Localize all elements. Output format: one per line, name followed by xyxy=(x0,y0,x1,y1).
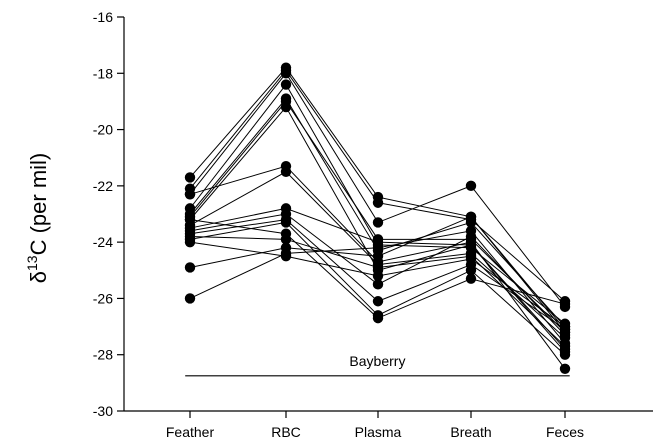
data-point xyxy=(280,217,292,228)
data-point xyxy=(372,279,384,290)
x-tick-label-breath: Breath xyxy=(450,424,491,440)
y-tick-label: -28 xyxy=(93,347,113,363)
data-point xyxy=(280,166,292,177)
y-tick-label: -18 xyxy=(93,65,113,81)
series-points xyxy=(184,62,571,374)
data-point xyxy=(372,262,384,273)
data-point xyxy=(280,68,292,79)
y-axis-label: δ13C (per mil) xyxy=(24,153,51,284)
data-point xyxy=(280,234,292,245)
y-tick-label: -30 xyxy=(93,403,113,419)
data-point xyxy=(465,239,477,251)
data-point xyxy=(184,214,196,225)
data-point xyxy=(372,242,384,253)
annotation-group: Bayberry xyxy=(185,353,570,377)
data-point xyxy=(280,79,292,90)
data-point xyxy=(372,312,384,324)
data-point xyxy=(372,270,384,282)
data-point xyxy=(465,273,477,284)
data-point xyxy=(280,251,292,262)
data-point xyxy=(184,293,196,304)
y-tick-label: -22 xyxy=(93,178,113,194)
data-point xyxy=(559,349,571,360)
data-point xyxy=(184,262,196,273)
data-point xyxy=(280,101,292,113)
annotation-label: Bayberry xyxy=(349,353,405,369)
y-axis-label-delta: δ xyxy=(26,271,51,283)
data-point xyxy=(465,180,477,192)
data-point xyxy=(372,251,384,262)
x-tick-label-rbc: RBC xyxy=(271,424,301,440)
y-tick-label: -20 xyxy=(93,122,113,138)
x-tick-label-feces: Feces xyxy=(546,424,584,440)
data-point xyxy=(465,225,477,237)
data-point xyxy=(184,189,196,200)
data-point xyxy=(372,197,384,208)
y-axis-label-superscript: 13 xyxy=(24,255,40,271)
data-point xyxy=(465,265,477,276)
y-tick-label: -16 xyxy=(93,9,113,25)
data-point xyxy=(184,172,196,183)
data-point xyxy=(559,363,571,374)
y-axis-label-text: C (per mil) xyxy=(26,153,51,256)
x-ticks: Feather RBC Plasma Breath Feces xyxy=(166,411,584,440)
data-point xyxy=(559,321,571,332)
data-point xyxy=(184,236,196,248)
y-ticks: -16 -18 -20 -22 -24 -26 -28 -30 xyxy=(93,9,124,419)
data-point xyxy=(465,211,477,223)
y-tick-label: -24 xyxy=(93,234,113,250)
x-tick-label-feather: Feather xyxy=(166,424,215,440)
y-tick-label: -26 xyxy=(93,290,113,306)
x-tick-label-plasma: Plasma xyxy=(355,424,402,440)
data-point xyxy=(372,217,384,228)
data-point xyxy=(559,298,571,310)
data-point xyxy=(559,338,571,349)
data-point xyxy=(465,253,477,265)
data-point xyxy=(372,296,384,307)
